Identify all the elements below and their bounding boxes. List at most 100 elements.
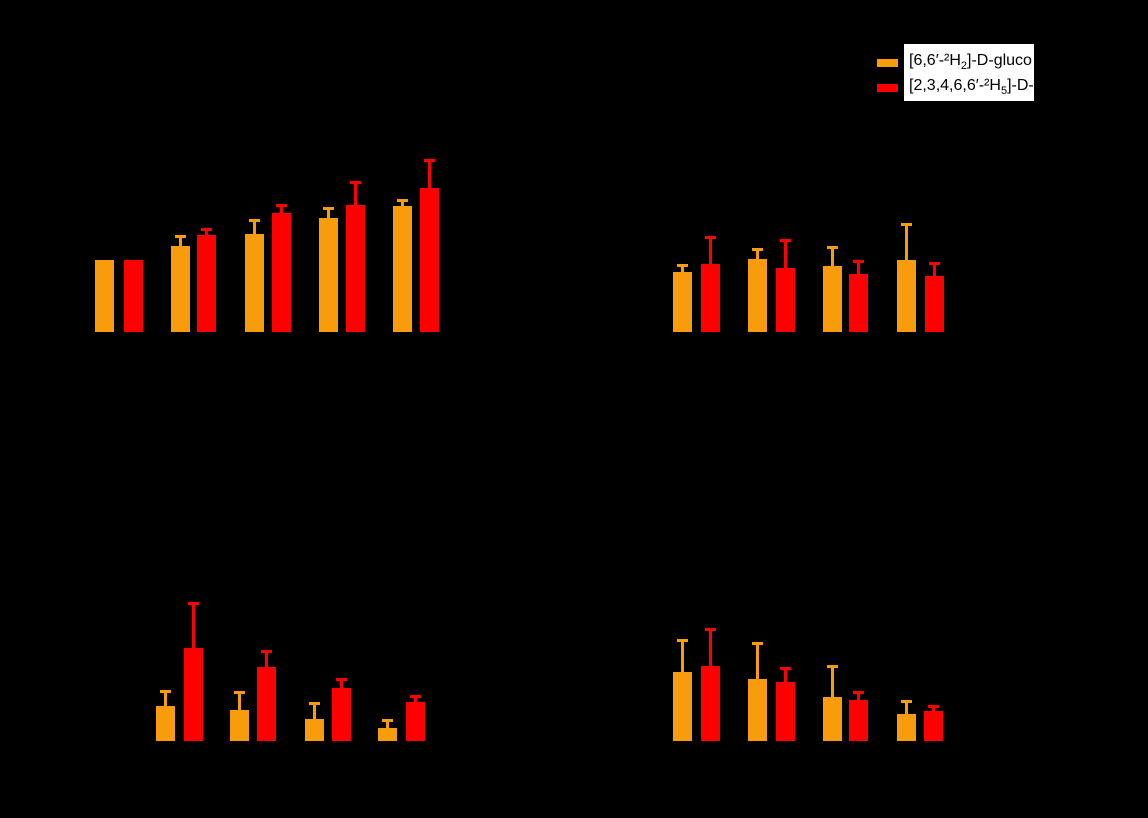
error-bar-cap-top-right-g3-s1 <box>827 246 838 249</box>
error-bar-bottom-right-g1-s2 <box>709 629 712 666</box>
error-bar-cap-bottom-right-g1-s1 <box>677 639 688 642</box>
error-bar-bottom-left-g1-s2 <box>192 603 195 648</box>
error-bar-cap-bottom-right-g3-s2 <box>853 691 864 694</box>
error-bar-cap-bottom-right-g4-s1 <box>901 700 912 703</box>
error-bar-bottom-right-g3-s2 <box>857 692 860 700</box>
bar-bottom-left-g2-s2 <box>257 667 276 741</box>
error-bar-bottom-right-g3-s1 <box>831 666 834 697</box>
bar-top-right-g1-s2 <box>701 264 720 332</box>
error-bar-cap-bottom-right-g4-s2 <box>928 705 939 708</box>
error-bar-cap-top-left-g2-s1 <box>175 235 186 238</box>
error-bar-bottom-right-g4-s1 <box>905 701 908 714</box>
legend-label-series1-pre: [6,6′-²H <box>909 52 961 69</box>
legend-label-series1-post: ]-D-gluco <box>967 52 1032 69</box>
error-bar-cap-bottom-left-g2-s1 <box>234 691 245 694</box>
bar-bottom-left-g1-s1 <box>156 706 175 741</box>
error-bar-cap-top-right-g2-s2 <box>780 239 791 242</box>
legend-label-series1-sub: 2 <box>960 60 968 73</box>
bar-bottom-left-g3-s2 <box>332 688 351 741</box>
error-bar-cap-top-right-g1-s1 <box>677 264 688 267</box>
bar-top-right-g3-s2 <box>849 274 868 332</box>
bar-top-left-g1-s2 <box>124 260 143 332</box>
error-bar-top-right-g2-s2 <box>784 240 787 268</box>
bar-top-left-g2-s2 <box>197 235 216 332</box>
error-bar-top-left-g5-s1 <box>401 200 404 206</box>
error-bar-bottom-right-g2-s1 <box>756 643 759 679</box>
error-bar-top-left-g2-s2 <box>205 229 208 235</box>
legend-label-series2-sub: 5 <box>1000 85 1008 98</box>
bar-bottom-right-g4-s2 <box>924 711 943 741</box>
error-bar-top-left-g4-s1 <box>327 208 330 218</box>
bar-top-right-g2-s2 <box>776 268 795 332</box>
error-bar-bottom-left-g3-s1 <box>313 703 316 719</box>
error-bar-bottom-right-g1-s1 <box>681 640 684 672</box>
error-bar-cap-top-right-g2-s1 <box>752 248 763 251</box>
error-bar-cap-bottom-left-g1-s1 <box>160 690 171 693</box>
legend-label-series2: [2,3,4,6,6′-²H5]-D- <box>909 77 1034 98</box>
bar-top-left-g5-s1 <box>393 206 412 332</box>
error-bar-top-right-g3-s2 <box>857 261 860 274</box>
error-bar-bottom-right-g2-s2 <box>784 668 787 682</box>
bar-top-right-g2-s1 <box>748 259 767 332</box>
error-bar-cap-top-left-g4-s2 <box>350 181 361 184</box>
bar-top-left-g5-s2 <box>420 188 439 332</box>
bar-bottom-right-g4-s1 <box>897 714 916 741</box>
bar-top-left-g3-s2 <box>272 213 291 332</box>
error-bar-top-left-g3-s1 <box>253 220 256 234</box>
error-bar-bottom-left-g1-s1 <box>164 691 167 706</box>
error-bar-cap-bottom-left-g2-s2 <box>261 650 272 653</box>
bar-top-left-g4-s2 <box>346 205 365 332</box>
error-bar-cap-bottom-left-g3-s2 <box>336 678 347 681</box>
bar-bottom-right-g2-s1 <box>748 679 767 741</box>
error-bar-cap-bottom-right-g2-s1 <box>752 642 763 645</box>
bar-top-left-g3-s1 <box>245 234 264 332</box>
legend-label-series1: [6,6′-²H2]-D-gluco <box>909 52 1032 73</box>
error-bar-cap-top-left-g3-s2 <box>276 204 287 207</box>
error-bar-cap-top-left-g2-s2 <box>201 228 212 231</box>
bar-top-left-g4-s1 <box>319 218 338 332</box>
error-bar-top-left-g5-s2 <box>428 160 431 188</box>
error-bar-top-right-g1-s2 <box>709 237 712 264</box>
error-bar-bottom-left-g4-s2 <box>414 696 417 702</box>
error-bar-cap-bottom-left-g4-s1 <box>382 719 393 722</box>
error-bar-cap-bottom-left-g4-s2 <box>410 695 421 698</box>
bar-top-right-g3-s1 <box>823 266 842 332</box>
error-bar-top-left-g4-s2 <box>354 182 357 205</box>
error-bar-cap-top-left-g3-s1 <box>249 219 260 222</box>
legend-label-series2-pre: [2,3,4,6,6′-²H <box>909 77 1001 94</box>
error-bar-cap-bottom-left-g1-s2 <box>188 602 199 605</box>
bar-top-left-g1-s1 <box>95 260 114 332</box>
error-bar-bottom-right-g4-s2 <box>932 706 935 711</box>
error-bar-top-right-g3-s1 <box>831 247 834 266</box>
error-bar-cap-bottom-left-g3-s1 <box>309 702 320 705</box>
error-bar-cap-top-left-g5-s2 <box>424 159 435 162</box>
bar-bottom-right-g1-s1 <box>673 672 692 741</box>
error-bar-top-left-g3-s2 <box>280 205 283 213</box>
bar-top-left-g2-s1 <box>171 246 190 332</box>
error-bar-cap-top-right-g1-s2 <box>705 236 716 239</box>
error-bar-cap-top-right-g3-s2 <box>853 260 864 263</box>
error-bar-cap-top-left-g4-s1 <box>323 207 334 210</box>
error-bar-cap-top-right-g4-s1 <box>901 223 912 226</box>
bar-bottom-left-g4-s1 <box>378 728 397 741</box>
error-bar-cap-bottom-right-g2-s2 <box>780 667 791 670</box>
error-bar-bottom-left-g4-s1 <box>386 720 389 728</box>
error-bar-cap-bottom-right-g1-s2 <box>705 628 716 631</box>
bar-bottom-left-g3-s1 <box>305 719 324 741</box>
error-bar-cap-top-right-g4-s2 <box>929 262 940 265</box>
error-bar-top-right-g4-s1 <box>905 224 908 260</box>
error-bar-top-right-g4-s2 <box>933 263 936 276</box>
bar-bottom-right-g2-s2 <box>776 682 795 741</box>
bar-bottom-left-g1-s2 <box>184 648 203 741</box>
legend-swatch-series2 <box>877 84 898 92</box>
bar-top-right-g1-s1 <box>673 272 692 332</box>
error-bar-top-right-g1-s1 <box>681 265 684 272</box>
bar-top-right-g4-s2 <box>925 276 944 332</box>
bar-bottom-left-g4-s2 <box>406 702 425 741</box>
error-bar-bottom-left-g2-s1 <box>238 692 241 710</box>
error-bar-cap-bottom-right-g3-s1 <box>827 665 838 668</box>
bar-bottom-left-g2-s1 <box>230 710 249 741</box>
bar-bottom-right-g1-s2 <box>701 666 720 741</box>
error-bar-bottom-left-g2-s2 <box>265 651 268 667</box>
